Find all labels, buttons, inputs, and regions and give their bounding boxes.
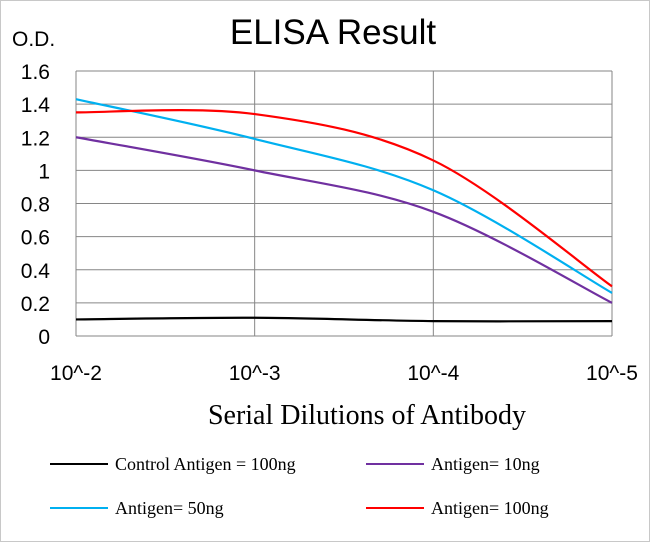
legend-label-1: Antigen= 10ng: [431, 454, 540, 474]
y-axis-label: O.D.: [12, 28, 55, 51]
y-tick-label: 0.8: [21, 194, 50, 217]
legend-label-0: Control Antigen = 100ng: [115, 454, 296, 474]
x-axis-label: Serial Dilutions of Antibody: [208, 400, 526, 431]
y-tick-label: 0.6: [21, 227, 50, 250]
y-tick-label: 0.2: [21, 293, 50, 316]
y-tick-label: 1: [38, 160, 50, 183]
series-line-2: [75, 98, 613, 294]
y-tick-label: 1.6: [21, 61, 50, 84]
x-tick-label: 10^-3: [229, 362, 281, 385]
y-tick-label: 1.4: [21, 94, 51, 117]
y-tick-label: 0: [38, 326, 50, 349]
series-lines: [75, 98, 613, 323]
x-tick-labels: 10^-2 10^-3 10^-4 10^-5: [50, 362, 638, 385]
x-tick-label: 10^-4: [407, 362, 459, 385]
y-tick-label: 1.2: [21, 127, 50, 150]
series-line-1: [75, 136, 613, 304]
legend-label-3: Antigen= 100ng: [431, 498, 549, 518]
legend-label-2: Antigen= 50ng: [115, 498, 224, 518]
legend: Control Antigen = 100ng Antigen= 10ng Anti…: [50, 454, 549, 518]
grid-lines: [75, 70, 613, 337]
y-tick-label: 0.4: [21, 260, 51, 283]
chart-title: ELISA Result: [230, 13, 436, 52]
series-line-3: [75, 109, 613, 288]
series-line-0: [75, 316, 613, 323]
x-tick-label: 10^-2: [50, 362, 102, 385]
x-tick-label: 10^-5: [586, 362, 638, 385]
y-tick-labels: 0 0.2 0.4 0.6 0.8 1 1.2 1.4 1.6: [21, 61, 51, 349]
